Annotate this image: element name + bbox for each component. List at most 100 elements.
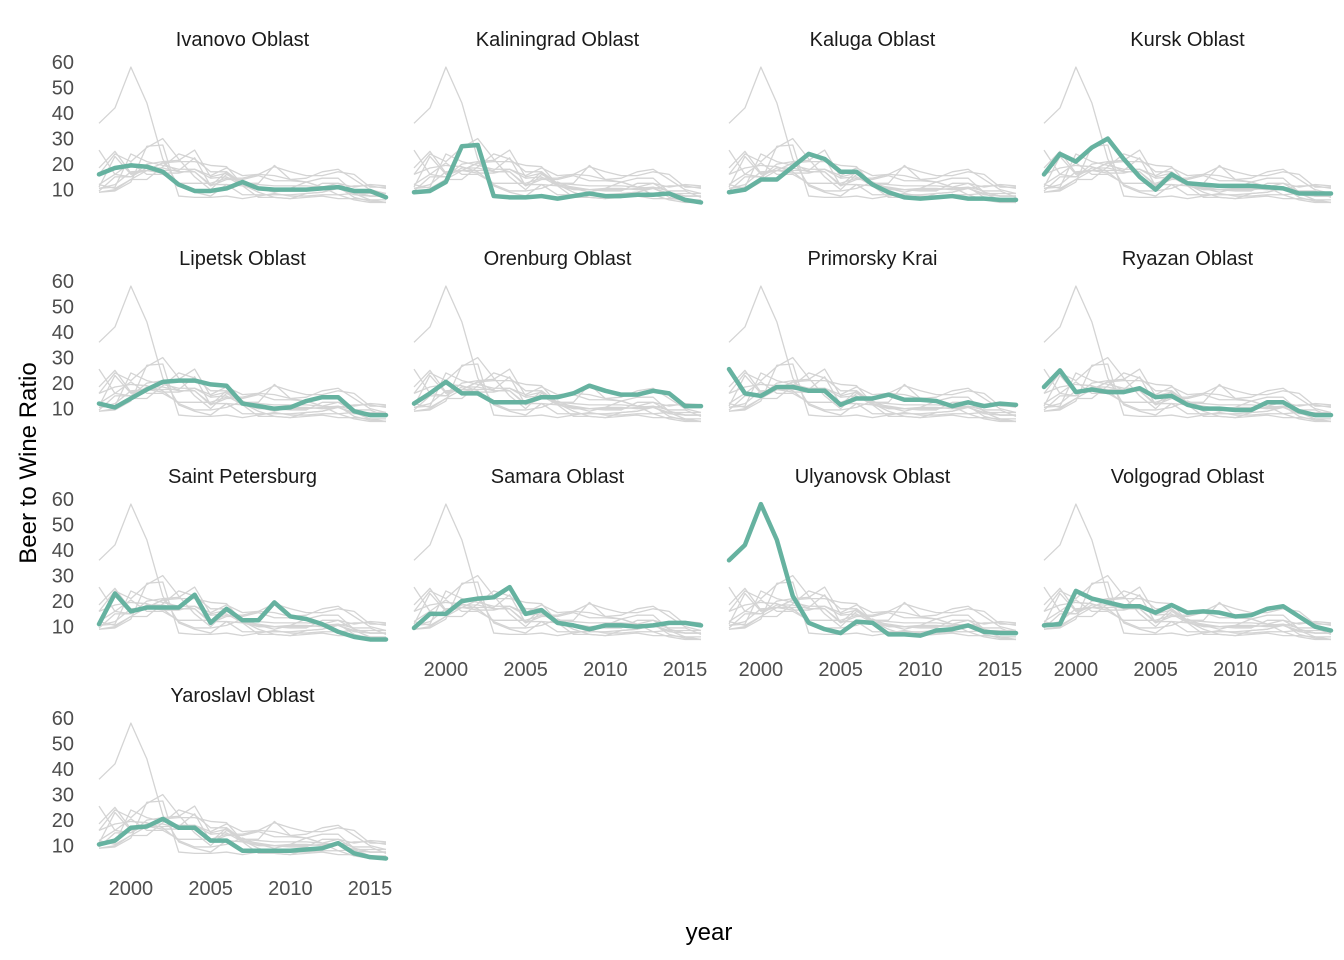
highlighted-series-line — [411, 584, 704, 632]
x-tick-label: 2015 — [1293, 659, 1338, 681]
highlighted-series-line — [1041, 588, 1334, 633]
background-series-line — [98, 590, 386, 638]
background-series-line — [413, 599, 701, 625]
y-tick-label: 20 — [52, 154, 74, 176]
background-series-line — [98, 372, 386, 420]
facet-panel: Yaroslavl Oblast 10 20 30 40 50 60 2000 2005 2010… — [52, 685, 393, 900]
background-series-line — [98, 818, 386, 844]
background-series-line — [413, 590, 701, 638]
facet-panel: Kaliningrad Oblast — [411, 29, 704, 205]
panel-title: Volgograd Oblast — [1111, 466, 1265, 488]
background-series-line — [98, 590, 387, 632]
highlighted-series-line — [726, 501, 1019, 638]
panel-title: Yaroslavl Oblast — [170, 685, 315, 707]
y-tick-label: 10 — [52, 836, 74, 858]
highlighted-series-line — [411, 379, 704, 409]
background-series-line — [413, 162, 701, 188]
y-tick-label: 40 — [52, 103, 74, 125]
x-tick-label: 2005 — [1133, 659, 1178, 681]
y-tick-label: 30 — [52, 129, 74, 151]
x-tick-label: 2000 — [1054, 659, 1099, 681]
x-axis-title: year — [686, 919, 733, 946]
y-tick-label: 20 — [52, 373, 74, 395]
panel-title: Orenburg Oblast — [484, 248, 632, 270]
background-series-line — [728, 162, 1016, 188]
panel-title: Ivanovo Oblast — [176, 29, 310, 51]
panel-title: Ulyanovsk Oblast — [795, 466, 951, 488]
background-series-line — [98, 153, 387, 195]
y-tick-label: 40 — [52, 322, 74, 344]
y-tick-label: 30 — [52, 348, 74, 370]
facet-panel: Kaluga Oblast — [726, 29, 1019, 204]
background-series-line — [728, 153, 1016, 201]
background-series-line — [728, 590, 1017, 632]
x-tick-label: 2005 — [503, 659, 548, 681]
background-series-line — [413, 66, 701, 200]
background-series-line — [728, 162, 1017, 204]
facet-panel: Orenburg Oblast — [411, 248, 704, 423]
background-series-line — [98, 372, 387, 414]
panel-title: Kaliningrad Oblast — [476, 29, 640, 51]
facet-panel: Ulyanovsk Oblast 2000 2005 2010 2015 — [726, 466, 1023, 681]
background-series-line — [1043, 372, 1332, 414]
background-series-line — [728, 285, 1016, 419]
y-tick-label: 40 — [52, 540, 74, 562]
background-series-line — [1043, 503, 1331, 637]
x-tick-label: 2015 — [978, 659, 1023, 681]
y-tick-label: 60 — [52, 708, 74, 730]
highlighted-series-line — [96, 816, 389, 861]
y-tick-label: 60 — [52, 489, 74, 511]
y-tick-label: 10 — [52, 617, 74, 639]
x-tick-label: 2015 — [663, 659, 708, 681]
background-series-line — [728, 372, 1016, 420]
y-tick-label: 50 — [52, 515, 74, 537]
x-tick-label: 2005 — [818, 659, 863, 681]
background-series-line — [413, 590, 702, 632]
facet-panel: Samara Oblast 2000 2005 2010 2015 — [411, 466, 708, 681]
y-tick-label: 50 — [52, 297, 74, 319]
background-series-line — [98, 599, 386, 625]
panel-title: Lipetsk Oblast — [179, 248, 306, 270]
background-series-line — [413, 162, 702, 204]
y-tick-label: 10 — [52, 399, 74, 421]
x-tick-label: 2000 — [424, 659, 469, 681]
y-tick-label: 60 — [52, 271, 74, 293]
y-tick-label: 40 — [52, 759, 74, 781]
highlighted-series-line — [726, 151, 1019, 203]
x-tick-label: 2000 — [739, 659, 784, 681]
panel-title: Ryazan Oblast — [1122, 248, 1254, 270]
x-tick-label: 2005 — [188, 878, 233, 900]
background-series-line — [728, 599, 1016, 625]
background-series-line — [413, 372, 702, 414]
panel-title: Saint Petersburg — [168, 466, 317, 488]
y-tick-label: 20 — [52, 810, 74, 832]
y-tick-label: 50 — [52, 734, 74, 756]
x-tick-label: 2000 — [109, 878, 154, 900]
y-axis-title: Beer to Wine Ratio — [15, 362, 42, 563]
background-series-line — [98, 153, 386, 201]
x-tick-label: 2010 — [583, 659, 628, 681]
facet-panel: Ryazan Oblast — [1041, 248, 1334, 423]
background-series-line — [98, 503, 386, 637]
background-series-line — [413, 285, 701, 419]
panel-title: Kursk Oblast — [1130, 29, 1245, 51]
background-series-line — [728, 372, 1017, 414]
highlighted-series-line — [726, 366, 1019, 409]
background-series-line — [98, 162, 386, 188]
background-series-line — [98, 809, 387, 851]
x-tick-label: 2015 — [348, 878, 393, 900]
facet-panel: Volgograd Oblast 2000 2005 2010 2015 — [1041, 466, 1338, 681]
highlighted-series-line — [96, 591, 389, 642]
y-tick-label: 50 — [52, 78, 74, 100]
facet-panel: Primorsky Krai — [726, 248, 1019, 423]
highlighted-series-line — [96, 163, 389, 200]
background-series-line — [728, 153, 1017, 195]
facet-panels: Ivanovo Oblast 10 20 30 40 50 60 Kaliningrad Ob… — [52, 29, 1338, 900]
y-tick-label: 30 — [52, 566, 74, 588]
background-series-line — [413, 153, 702, 195]
highlighted-series-line — [1041, 136, 1334, 196]
facet-panel: Kursk Oblast — [1041, 29, 1334, 204]
background-series-line — [1043, 162, 1331, 188]
panel-title: Samara Oblast — [491, 466, 625, 488]
